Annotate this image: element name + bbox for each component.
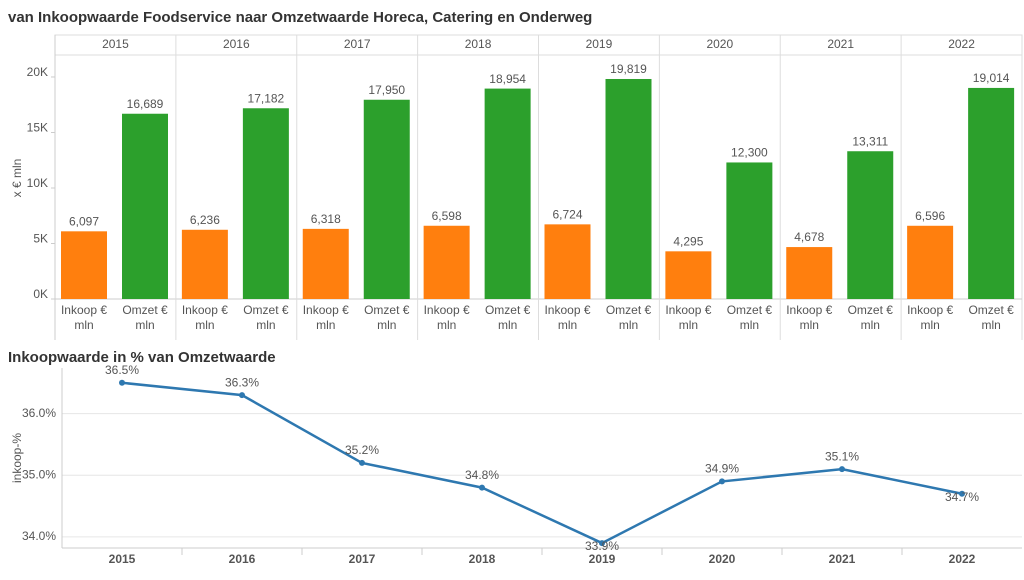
y-tick-label: 10K (27, 176, 48, 190)
bar (786, 247, 833, 299)
point (839, 466, 845, 473)
point (599, 540, 605, 547)
y-axis-title: x € mln (10, 159, 24, 198)
x-tick-label: Inkoop € mln (907, 303, 954, 332)
x-tick-label: 2016 (229, 552, 256, 566)
panel-header: 2018 (465, 37, 492, 51)
bar (61, 231, 107, 299)
x-tick-label: 2015 (109, 552, 136, 566)
y-tick-label: 20K (27, 65, 48, 79)
point (239, 392, 245, 399)
x-tick-label: Omzet € mln (847, 303, 893, 332)
bar (605, 78, 652, 299)
x-tick-label: Omzet € mln (122, 303, 168, 332)
y-tick-label: 5K (33, 232, 48, 246)
bar (242, 108, 289, 299)
bar-value-label: 6,318 (311, 212, 341, 226)
bar-value-label: 4,295 (673, 234, 703, 248)
bar-value-label: 12,300 (731, 146, 768, 160)
bar-value-label: 13,311 (852, 134, 888, 148)
y-tick-label: 35.0% (22, 467, 56, 481)
panel-header: 2020 (706, 37, 733, 51)
point-label: 36.3% (225, 375, 259, 389)
point-label: 36.5% (105, 363, 139, 377)
x-tick-label: Inkoop € mln (60, 303, 108, 332)
bar-value-label: 18,954 (489, 72, 526, 86)
bar-value-label: 19,014 (973, 71, 1010, 85)
bar (181, 229, 228, 299)
bar (484, 88, 531, 300)
bar-value-label: 17,950 (368, 83, 405, 97)
panel-header: 2016 (223, 37, 250, 51)
x-tick-label: 2021 (829, 552, 856, 566)
bar-value-label: 16,689 (127, 97, 164, 111)
x-tick-label: 2017 (349, 552, 376, 566)
bar (363, 99, 410, 300)
point-label: 34.7% (945, 490, 979, 504)
bar (544, 224, 591, 299)
panel-header: 2019 (586, 37, 613, 51)
point-label: 33.9% (585, 539, 619, 553)
x-tick-label: Inkoop € mln (544, 303, 591, 332)
x-tick-label: 2020 (709, 552, 736, 566)
panel-header: 2017 (344, 37, 371, 51)
panel-header: 2021 (827, 37, 854, 51)
point (479, 484, 485, 491)
point (119, 379, 125, 386)
point-label: 34.8% (465, 468, 499, 482)
point (359, 459, 365, 466)
x-tick-label: Inkoop € mln (665, 303, 712, 332)
x-tick-label: Inkoop € mln (181, 303, 228, 332)
x-tick-label: Omzet € mln (968, 303, 1014, 332)
bar (726, 162, 773, 299)
x-tick-label: 2018 (469, 552, 496, 566)
bar (423, 225, 470, 299)
bar (122, 113, 168, 299)
x-tick-label: 2022 (949, 552, 976, 566)
y-tick-label: 34.0% (22, 529, 56, 543)
bar-value-label: 6,598 (432, 209, 462, 223)
bar (907, 225, 954, 299)
panel-header: 2015 (102, 37, 129, 51)
bar-value-label: 17,182 (248, 91, 285, 105)
panel-header: 2022 (948, 37, 975, 51)
chart-title: van Inkoopwaarde Foodservice naar Omzetw… (8, 9, 592, 26)
x-tick-label: Inkoop € mln (302, 303, 349, 332)
bar (665, 251, 712, 299)
bar (847, 151, 894, 299)
point (719, 478, 725, 485)
point-label: 34.9% (705, 462, 739, 476)
line (121, 381, 963, 545)
x-tick-label: Omzet € mln (726, 303, 773, 332)
bar (302, 228, 349, 299)
x-tick-label: Omzet € mln (605, 303, 652, 332)
bar (968, 87, 1015, 299)
y-tick-label: 36.0% (22, 406, 56, 420)
bar-value-label: 6,097 (69, 214, 99, 228)
y-axis-title: inkoop-% (10, 433, 24, 483)
x-tick-label: 2019 (589, 552, 616, 566)
point-label: 35.1% (825, 449, 859, 463)
bar-value-label: 6,596 (915, 209, 945, 223)
bar-value-label: 6,236 (190, 213, 220, 227)
point (959, 490, 965, 497)
y-tick-label: 0K (33, 287, 48, 301)
bar-value-label: 4,678 (794, 230, 824, 244)
x-tick-label: Inkoop € mln (786, 303, 833, 332)
bar-value-label: 19,819 (610, 62, 647, 76)
chart-title: Inkoopwaarde in % van Omzetwaarde (8, 349, 276, 366)
x-tick-label: Inkoop € mln (423, 303, 470, 332)
x-tick-label: Omzet € mln (364, 303, 410, 332)
x-tick-label: Omzet € mln (484, 303, 531, 332)
y-tick-label: 15K (27, 121, 48, 135)
x-tick-label: Omzet € mln (243, 303, 289, 332)
bar-value-label: 6,724 (552, 208, 582, 222)
point-label: 35.2% (345, 443, 379, 457)
